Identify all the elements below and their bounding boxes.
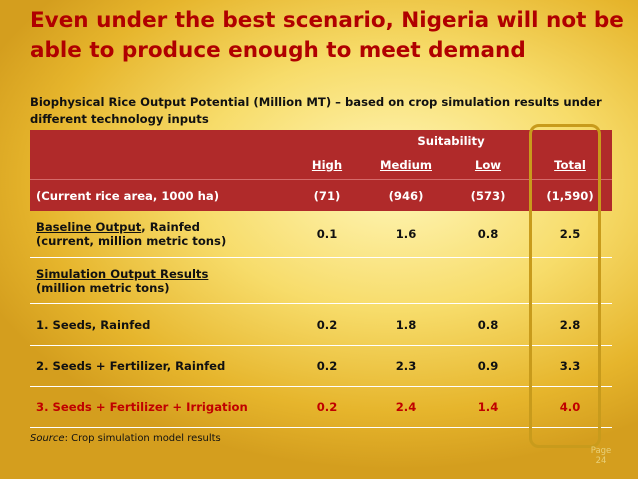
source-note: Source: Crop simulation model results	[30, 433, 221, 444]
source-label: Source	[30, 433, 65, 444]
table-row: 3. Seeds + Fertilizer + Irrigation 0.2 2…	[30, 386, 612, 428]
baseline-value-high: 0.1	[290, 211, 364, 258]
row-label-seeds-fertilizer-rainfed: 2. Seeds + Fertilizer, Rainfed	[30, 345, 290, 387]
col-header-medium: Medium	[364, 151, 448, 180]
row2-value-high: 0.2	[290, 345, 364, 387]
table-row: 2. Seeds + Fertilizer, Rainfed 0.2 2.3 0…	[30, 345, 612, 387]
area-row-label: (Current rice area, 1000 ha)	[30, 179, 290, 211]
header-row-group: Suitability	[30, 130, 612, 151]
baseline-row-label: Baseline Output, Rainfed (current, millio…	[30, 211, 290, 258]
baseline-value-low: 0.8	[448, 211, 528, 258]
slide-title: Even under the best scenario, Nigeria wi…	[30, 8, 624, 63]
simulation-header-line1: Simulation Output Results	[36, 266, 209, 281]
simulation-header-line2: (million metric tons)	[36, 280, 170, 295]
baseline-label-line2: (current, million metric tons)	[36, 234, 227, 248]
baseline-row: Baseline Output, Rainfed (current, millio…	[30, 211, 612, 258]
table-row: 1. Seeds, Rainfed 0.2 1.8 0.8 2.8	[30, 303, 612, 346]
area-value-high: (71)	[290, 179, 364, 211]
row1-value-medium: 1.8	[364, 303, 448, 346]
page-number: Page 24	[587, 446, 615, 466]
row1-value-low: 0.8	[448, 303, 528, 346]
baseline-label-underlined: Baseline Output	[36, 220, 142, 234]
total-column-highlight	[529, 124, 601, 448]
baseline-label-rest: , Rainfed	[141, 220, 200, 234]
col-header-low: Low	[448, 151, 528, 180]
row3-value-high: 0.2	[290, 386, 364, 428]
row2-value-medium: 2.3	[364, 345, 448, 387]
col-header-high: High	[290, 151, 364, 180]
source-text: : Crop simulation model results	[64, 433, 221, 444]
simulation-header-row: Simulation Output Results (million metric…	[30, 257, 612, 304]
slide-subtitle: Biophysical Rice Output Potential (Milli…	[30, 95, 602, 126]
row2-value-low: 0.9	[448, 345, 528, 387]
row-label-seeds-fertilizer-irrigation: 3. Seeds + Fertilizer + Irrigation	[30, 386, 290, 428]
area-value-low: (573)	[448, 179, 528, 211]
page-label: Page	[590, 446, 612, 456]
rice-output-table: Suitability High Medium Low Total (Curre…	[30, 130, 612, 428]
page-number-value: 24	[595, 456, 607, 466]
row1-value-high: 0.2	[290, 303, 364, 346]
baseline-value-medium: 1.6	[364, 211, 448, 258]
row-label-seeds-rainfed: 1. Seeds, Rainfed	[30, 303, 290, 346]
area-row: (Current rice area, 1000 ha) (71) (946) …	[30, 179, 612, 211]
row3-value-low: 1.4	[448, 386, 528, 428]
header-row-columns: High Medium Low Total	[30, 151, 612, 180]
simulation-header-label: Simulation Output Results (million metric…	[30, 257, 290, 304]
row3-value-medium: 2.4	[364, 386, 448, 428]
area-value-medium: (946)	[364, 179, 448, 211]
